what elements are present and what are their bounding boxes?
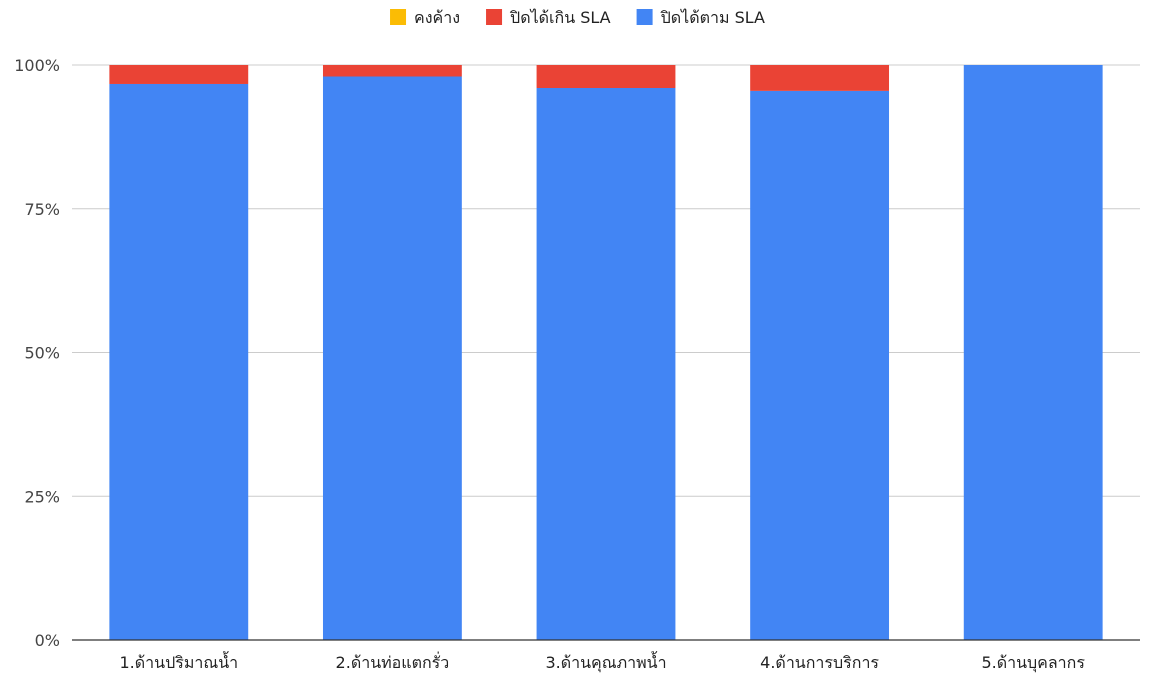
bar-segment <box>536 88 676 640</box>
legend-label: ปิดได้ตาม SLA <box>660 8 765 27</box>
x-tick-label: 2.ด้านท่อแตกรั่ว <box>336 651 450 672</box>
bar-segment <box>750 65 890 91</box>
y-axis-tick-labels: 0% 25% 50% 75% 100% <box>14 56 60 650</box>
bar-stack <box>109 65 249 641</box>
bar-segment <box>109 65 249 84</box>
y-tick-label: 100% <box>14 56 60 75</box>
legend-item: คงค้าง <box>390 8 460 27</box>
bar-stack <box>322 65 462 640</box>
x-axis-tick-labels: 1.ด้านปริมาณน้ำ 2.ด้านท่อแตกรั่ว 3.ด้านคุณ… <box>119 651 1085 673</box>
bar-segment <box>963 65 1103 640</box>
x-tick-label: 3.ด้านคุณภาพน้ำ <box>545 651 666 673</box>
legend-swatch <box>636 9 653 25</box>
legend-label: คงค้าง <box>414 8 460 27</box>
bar-segment <box>322 65 462 77</box>
legend-item: ปิดได้ตาม SLA <box>636 8 765 27</box>
x-tick-label: 4.ด้านการบริการ <box>760 653 879 672</box>
bars <box>109 65 1103 641</box>
x-tick-label: 1.ด้านปริมาณน้ำ <box>119 651 238 672</box>
y-tick-label: 75% <box>24 200 60 219</box>
y-tick-label: 0% <box>35 631 60 650</box>
x-tick-label: 5.ด้านบุคลากร <box>981 653 1085 673</box>
legend-label: ปิดได้เกิน SLA <box>510 8 611 27</box>
bar-stack <box>536 65 676 640</box>
bar-segment <box>322 76 462 640</box>
bar-segment <box>109 83 249 641</box>
legend: คงค้าง ปิดได้เกิน SLA ปิดได้ตาม SLA <box>390 8 765 27</box>
y-tick-label: 25% <box>24 487 60 506</box>
legend-swatch <box>486 9 503 25</box>
bar-segment <box>536 65 676 88</box>
y-tick-label: 50% <box>24 344 60 363</box>
bar-stack <box>963 65 1103 640</box>
bar-stack <box>750 65 890 640</box>
bar-segment <box>750 90 890 640</box>
legend-swatch <box>390 9 407 25</box>
legend-item: ปิดได้เกิน SLA <box>486 8 611 27</box>
